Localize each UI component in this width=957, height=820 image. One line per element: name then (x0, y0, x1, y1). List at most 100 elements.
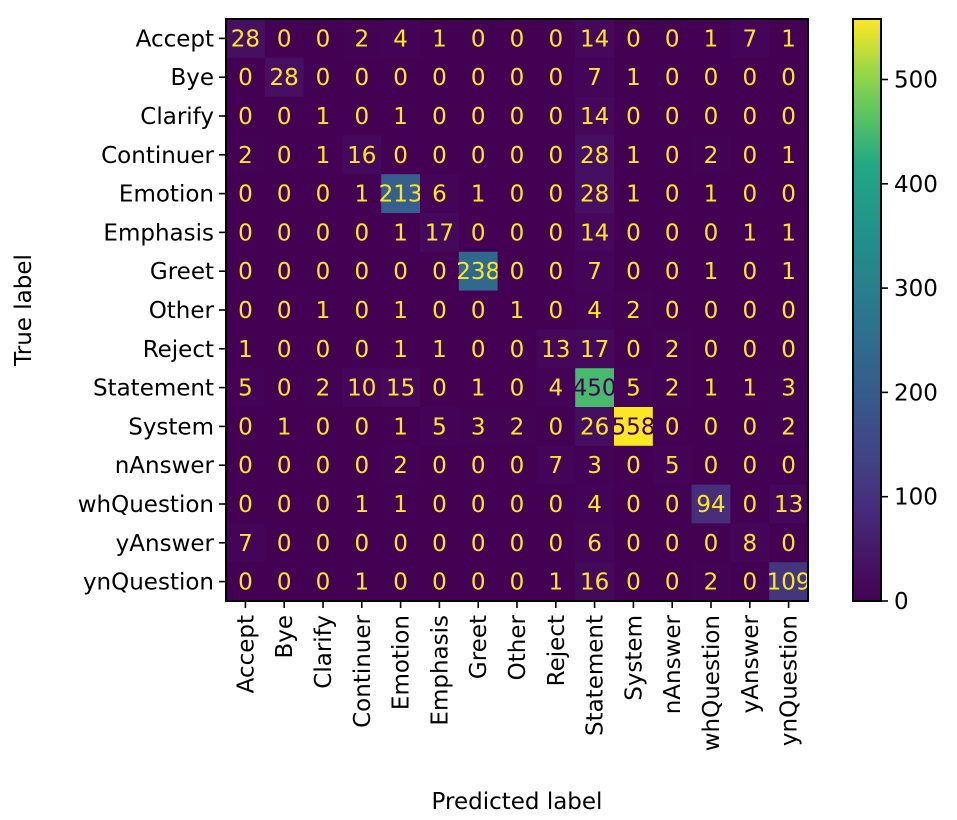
cell-value-10-6: 3 (471, 414, 486, 440)
cell-value-11-12: 0 (704, 453, 719, 479)
cell-value-3-10: 1 (626, 143, 641, 169)
cell-9-4 (381, 368, 421, 408)
cell-value-12-8: 0 (548, 492, 563, 518)
cell-6-2 (303, 251, 343, 292)
cell-value-6-3: 0 (354, 259, 369, 285)
cell-value-1-3: 0 (354, 65, 369, 91)
cell-2-11 (652, 96, 693, 136)
cell-13-12 (691, 523, 731, 563)
cell-13-6 (458, 523, 499, 563)
cell-value-5-0: 0 (238, 220, 253, 246)
cell-5-10 (614, 213, 654, 253)
cell-6-5 (420, 251, 460, 292)
cell-value-7-11: 0 (665, 298, 680, 324)
cell-value-2-6: 0 (471, 104, 486, 130)
cell-value-2-5: 0 (432, 104, 447, 130)
cell-value-9-7: 0 (510, 376, 525, 402)
cell-6-10 (614, 251, 654, 292)
cell-value-8-12: 0 (704, 337, 719, 363)
cell-value-10-9: 26 (580, 414, 609, 440)
cell-13-4 (381, 523, 421, 563)
cell-12-9 (575, 484, 615, 524)
cell-12-6 (458, 484, 499, 524)
cell-value-12-12: 94 (696, 492, 725, 518)
cell-3-1 (264, 135, 305, 175)
x-tick-label: ynQuestion (777, 615, 803, 746)
colorbar-tick-label: 200 (894, 380, 938, 406)
cell-value-13-6: 0 (471, 531, 486, 557)
cell-12-8 (536, 484, 576, 524)
cell-value-12-4: 1 (393, 492, 408, 518)
cell-1-14 (769, 57, 809, 98)
cell-value-0-14: 1 (781, 26, 796, 52)
x-axis-ticks: Accept Bye Clarify Continuer Emotion Emphasis… (233, 601, 803, 751)
cell-12-14 (769, 484, 809, 524)
cell-0-10 (614, 19, 654, 59)
cell-value-2-0: 0 (238, 104, 253, 130)
x-tick-label: Other (505, 614, 531, 680)
cell-12-5 (420, 484, 460, 524)
cell-12-4 (381, 484, 421, 524)
cell-2-13 (730, 96, 770, 136)
cell-13-7 (497, 523, 537, 563)
cell-10-8 (536, 407, 576, 447)
cell-value-7-3: 0 (354, 298, 369, 324)
cell-value-8-14: 0 (781, 337, 796, 363)
cell-value-12-6: 0 (471, 492, 486, 518)
cell-value-10-4: 1 (393, 414, 408, 440)
cell-5-2 (303, 213, 343, 253)
cell-value-0-7: 0 (510, 26, 525, 52)
cell-value-10-7: 2 (510, 414, 525, 440)
cell-value-2-10: 0 (626, 104, 641, 130)
cell-6-7 (497, 251, 537, 292)
cell-12-7 (497, 484, 537, 524)
cell-value-0-10: 0 (626, 26, 641, 52)
cell-value-4-0: 0 (238, 182, 253, 208)
cell-value-0-8: 0 (548, 26, 563, 52)
x-tick-label: Reject (544, 615, 570, 686)
cell-value-8-7: 0 (510, 337, 525, 363)
cell-value-11-5: 0 (432, 453, 447, 479)
cell-value-9-4: 15 (386, 376, 415, 402)
cell-value-2-8: 0 (548, 104, 563, 130)
cell-0-3 (342, 19, 382, 59)
cell-5-3 (342, 213, 382, 253)
cell-7-7 (497, 290, 537, 330)
x-tick-label: Emotion (389, 615, 415, 710)
cell-4-11 (652, 174, 693, 214)
cell-7-5 (420, 290, 460, 330)
cell-12-13 (730, 484, 770, 524)
cell-14-14 (769, 562, 809, 602)
cell-value-12-14: 13 (774, 492, 803, 518)
cell-3-2 (303, 135, 343, 175)
cell-4-6 (458, 174, 499, 214)
cell-value-0-13: 7 (742, 26, 757, 52)
cell-3-10 (614, 135, 654, 175)
cell-13-3 (342, 523, 382, 563)
cell-value-14-7: 0 (510, 570, 525, 596)
colorbar-ticks: 0 100 200 300 400 500 (881, 67, 938, 615)
cell-9-3 (342, 368, 382, 408)
cell-value-3-3: 16 (347, 143, 376, 169)
cell-1-8 (536, 57, 576, 98)
cell-value-11-4: 2 (393, 453, 408, 479)
cell-value-11-11: 5 (665, 453, 680, 479)
cell-value-14-6: 0 (471, 570, 486, 596)
y-tick-label: Greet (150, 259, 214, 285)
cell-1-10 (614, 57, 654, 98)
cell-value-8-9: 17 (580, 337, 609, 363)
cell-value-9-11: 2 (665, 376, 680, 402)
cell-value-4-13: 0 (742, 182, 757, 208)
cell-value-14-9: 16 (580, 570, 609, 596)
cell-value-1-12: 0 (704, 65, 719, 91)
cell-4-12 (691, 174, 731, 214)
cell-2-5 (420, 96, 460, 136)
cell-value-1-0: 0 (238, 65, 253, 91)
cell-13-2 (303, 523, 343, 563)
cell-8-2 (303, 329, 343, 369)
cell-value-7-9: 4 (587, 298, 602, 324)
cell-0-1 (264, 19, 305, 59)
cell-value-3-8: 0 (548, 143, 563, 169)
cell-11-1 (264, 445, 305, 486)
cell-1-5 (420, 57, 460, 98)
